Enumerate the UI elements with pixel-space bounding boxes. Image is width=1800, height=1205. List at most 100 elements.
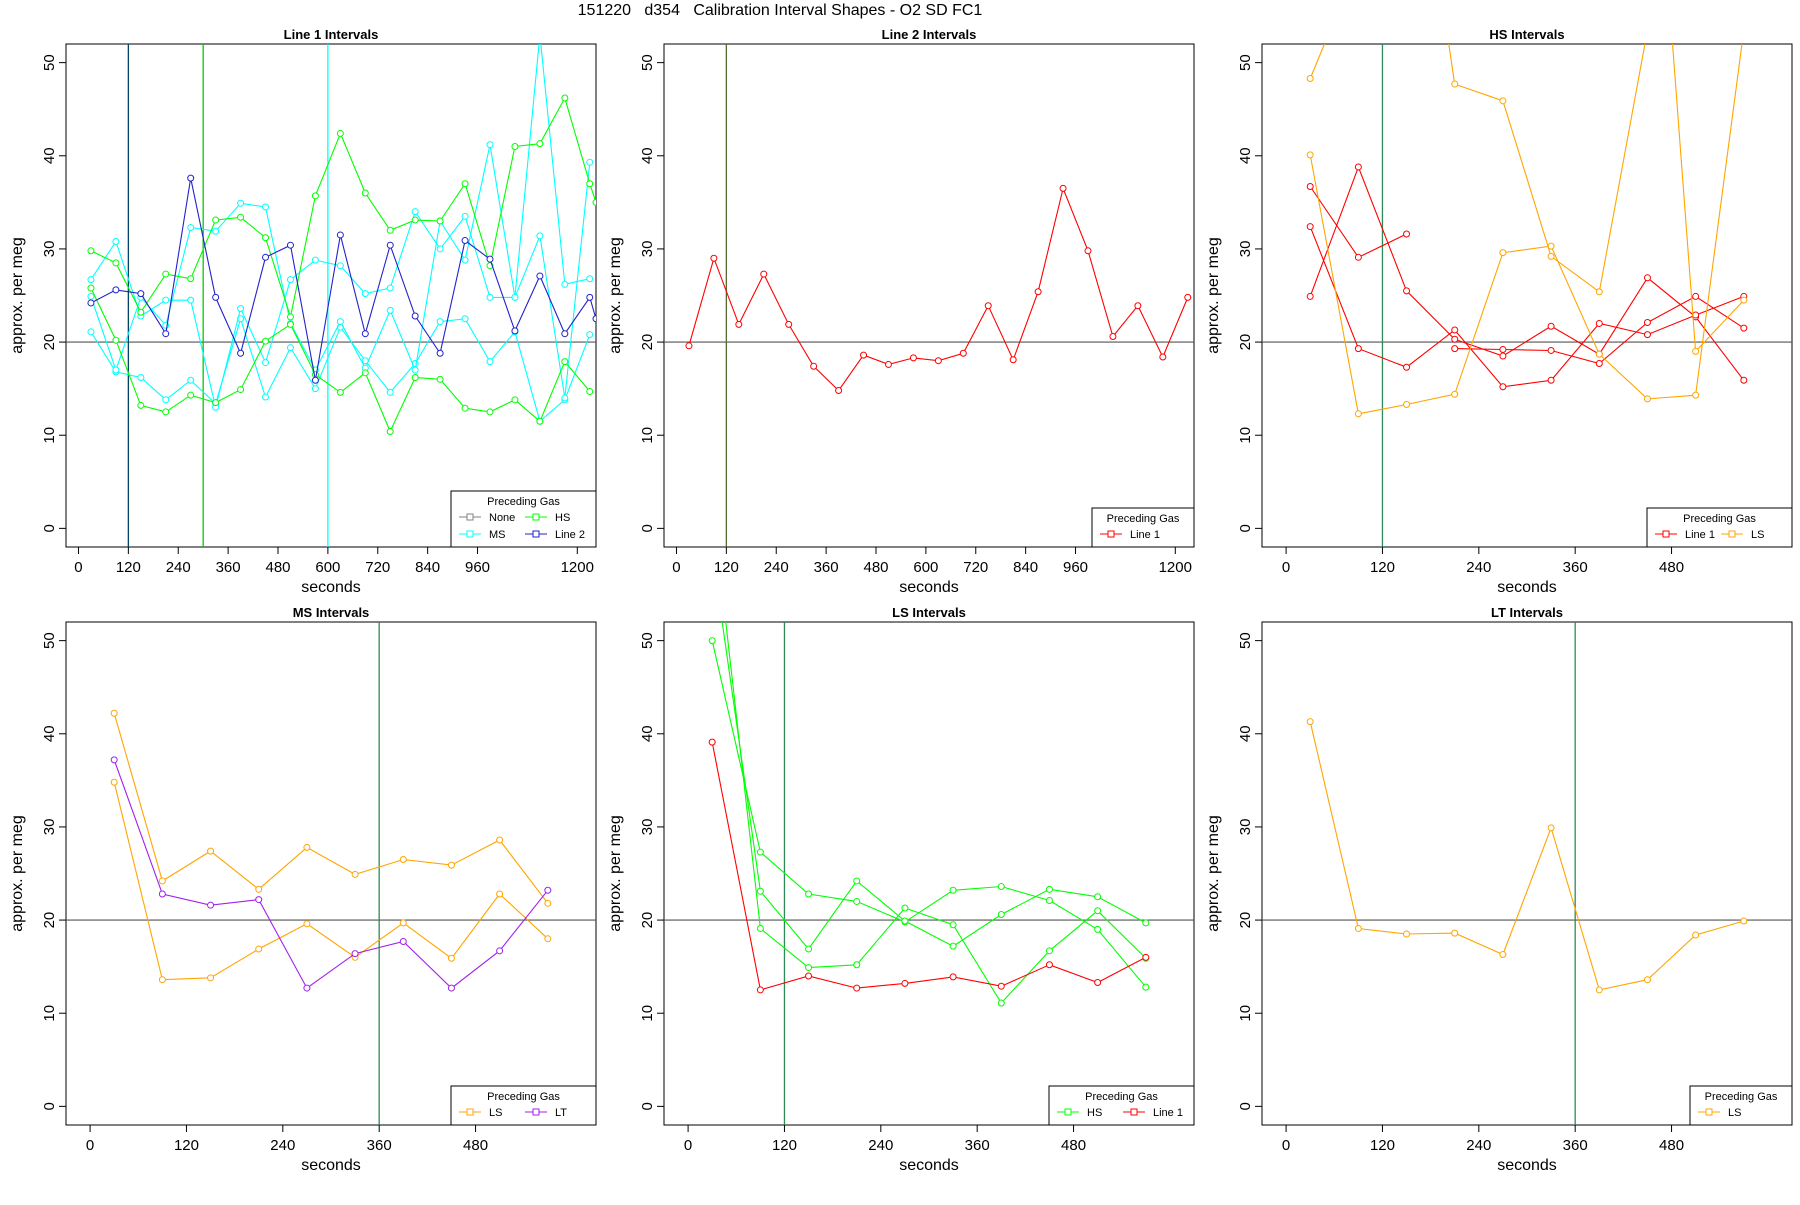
series-line bbox=[711, 742, 1147, 991]
data-point bbox=[805, 890, 813, 898]
data-point bbox=[411, 366, 419, 374]
x-tick-label: 360 bbox=[367, 1137, 392, 1154]
legend: Preceding Gas LS LT bbox=[450, 1085, 597, 1126]
data-point bbox=[853, 961, 861, 969]
legend-swatch-marker bbox=[466, 530, 474, 538]
data-point bbox=[1643, 331, 1651, 339]
figure-title: 151220 d354 Calibration Interval Shapes … bbox=[577, 2, 983, 19]
data-point bbox=[158, 976, 166, 984]
legend-swatch-marker bbox=[1064, 1108, 1072, 1116]
y-tick-label: 20 bbox=[41, 334, 58, 351]
plot-area bbox=[664, 622, 1194, 1125]
data-point bbox=[112, 366, 120, 374]
data-point bbox=[860, 351, 868, 359]
data-point bbox=[212, 227, 220, 235]
data-point bbox=[1547, 376, 1555, 384]
data-point bbox=[486, 255, 494, 263]
y-tick-label: 10 bbox=[1237, 1005, 1254, 1022]
series-lt bbox=[110, 756, 552, 992]
data-point bbox=[710, 254, 718, 262]
y-axis-label: approx. per meg bbox=[9, 815, 26, 932]
legend-box bbox=[1091, 507, 1195, 548]
data-point bbox=[162, 396, 170, 404]
y-tick-label: 40 bbox=[1237, 725, 1254, 742]
series-line bbox=[113, 782, 549, 981]
data-point bbox=[1009, 356, 1017, 364]
x-axis-label: seconds bbox=[899, 579, 959, 596]
y-tick-label: 30 bbox=[1237, 819, 1254, 836]
data-point bbox=[461, 404, 469, 412]
data-point bbox=[496, 836, 504, 844]
data-point bbox=[537, 32, 543, 38]
data-point bbox=[496, 890, 504, 898]
data-point bbox=[901, 904, 909, 912]
series-ls bbox=[110, 778, 552, 984]
data-point bbox=[586, 387, 594, 395]
data-point bbox=[1045, 947, 1053, 955]
data-point bbox=[1142, 953, 1150, 961]
x-tick-label: 360 bbox=[216, 559, 241, 576]
y-tick-label: 10 bbox=[639, 1005, 656, 1022]
legend-swatch-marker bbox=[466, 513, 474, 521]
data-point bbox=[262, 234, 270, 242]
data-point bbox=[997, 999, 1005, 1007]
data-point bbox=[1354, 163, 1362, 171]
data-point bbox=[286, 241, 294, 249]
legend-swatch-marker bbox=[1705, 1108, 1713, 1116]
plot-frame bbox=[1261, 621, 1793, 1126]
data-point bbox=[1045, 885, 1053, 893]
data-point bbox=[586, 293, 594, 301]
x-tick-label: 480 bbox=[463, 1137, 488, 1154]
data-point bbox=[255, 896, 263, 904]
y-tick-label: 20 bbox=[41, 912, 58, 929]
data-point bbox=[1306, 718, 1314, 726]
data-point bbox=[756, 986, 764, 994]
x-axis-label: seconds bbox=[1497, 1157, 1557, 1174]
series-line bbox=[1448, 44, 1646, 293]
data-point bbox=[1451, 390, 1459, 398]
legend-swatch-marker bbox=[532, 513, 540, 521]
data-point bbox=[162, 330, 170, 338]
series-line bbox=[113, 759, 549, 989]
x-tick-label: 120 bbox=[1370, 559, 1395, 576]
legend-label: MS bbox=[489, 529, 506, 541]
data-point bbox=[1740, 376, 1748, 384]
y-axis-label: approx. per meg bbox=[9, 237, 26, 354]
legend-label: Line 1 bbox=[1130, 529, 1160, 541]
y-tick-label: 10 bbox=[41, 1005, 58, 1022]
data-point bbox=[110, 756, 118, 764]
legend-title: Preceding Gas bbox=[487, 1091, 560, 1103]
x-tick-label: 840 bbox=[1013, 559, 1038, 576]
data-point bbox=[486, 141, 494, 149]
data-point bbox=[386, 284, 394, 292]
panel-title: HS Intervals bbox=[1489, 27, 1564, 42]
data-point bbox=[949, 921, 957, 929]
data-point bbox=[187, 174, 195, 182]
data-point bbox=[496, 947, 504, 955]
data-point bbox=[237, 349, 245, 357]
y-tick-label: 30 bbox=[639, 241, 656, 258]
data-point bbox=[399, 919, 407, 927]
data-point bbox=[1184, 293, 1192, 301]
y-tick-label: 40 bbox=[639, 725, 656, 742]
data-point bbox=[805, 964, 813, 972]
data-point bbox=[1306, 74, 1314, 82]
data-point bbox=[351, 950, 359, 958]
x-tick-label: 240 bbox=[1466, 1137, 1491, 1154]
legend: Preceding Gas Line 1 bbox=[1091, 507, 1195, 548]
data-point bbox=[1094, 907, 1102, 915]
data-point bbox=[1306, 183, 1314, 191]
legend: Preceding Gas HS Line 1 bbox=[1048, 1085, 1195, 1126]
x-tick-label: 1200 bbox=[561, 559, 594, 576]
data-point bbox=[805, 972, 813, 980]
legend-swatch-marker bbox=[532, 1108, 540, 1116]
data-point bbox=[311, 256, 319, 264]
series-ls bbox=[1306, 44, 1743, 418]
data-point bbox=[1306, 223, 1314, 231]
data-point bbox=[158, 890, 166, 898]
data-point bbox=[361, 189, 369, 197]
legend-label: LS bbox=[1751, 529, 1764, 541]
y-tick-label: 50 bbox=[1237, 632, 1254, 649]
data-point bbox=[255, 945, 263, 953]
series-ms bbox=[87, 32, 594, 411]
